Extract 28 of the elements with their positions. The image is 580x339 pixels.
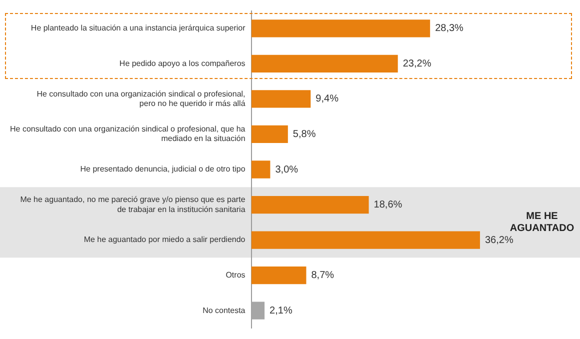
bar bbox=[251, 54, 398, 73]
bar bbox=[251, 90, 311, 108]
data-label: 36,2% bbox=[484, 234, 514, 246]
y-tick-label: Me he aguantado, no me pareció grave y/o pienso que es parte de trabajar en la institución sanitaria bbox=[20, 195, 246, 214]
data-label: 9,4% bbox=[316, 94, 339, 105]
y-tick-label: He planteado la situación a una instancia jerárquica superior bbox=[30, 24, 246, 33]
y-tick-label: He pedido apoyo a los compañeros bbox=[119, 58, 246, 68]
data-label: 3,0% bbox=[275, 164, 298, 176]
y-tick-label: Otros bbox=[226, 270, 246, 280]
data-label: 18,6% bbox=[374, 200, 402, 211]
bar bbox=[251, 231, 480, 249]
data-label: 23,2% bbox=[402, 58, 432, 70]
data-label: 28,3% bbox=[435, 23, 464, 34]
data-label: 2,1% bbox=[270, 305, 292, 316]
y-tick-label: Me he aguantado por miedo a salir perdiendo bbox=[84, 235, 246, 244]
y-tick-label: No contesta bbox=[202, 306, 246, 315]
bar bbox=[251, 20, 430, 38]
y-tick-label: He consultado con una organización sindical o profesional, que ha mediado en la situación bbox=[10, 124, 246, 144]
data-label: 5,8% bbox=[292, 128, 316, 140]
bar bbox=[251, 160, 270, 178]
band-label: ME HE AGUANTADO bbox=[510, 211, 574, 234]
bar bbox=[251, 196, 369, 214]
bar bbox=[251, 125, 288, 144]
y-tick-label: He consultado con una organización sindical o profesional, pero no he querido ir más allá bbox=[36, 89, 246, 108]
bar bbox=[251, 302, 265, 320]
y-tick-label: He presentado denuncia, judicial o de otro tipo bbox=[80, 164, 246, 174]
data-label: 8,7% bbox=[311, 270, 334, 282]
bar bbox=[251, 266, 306, 284]
